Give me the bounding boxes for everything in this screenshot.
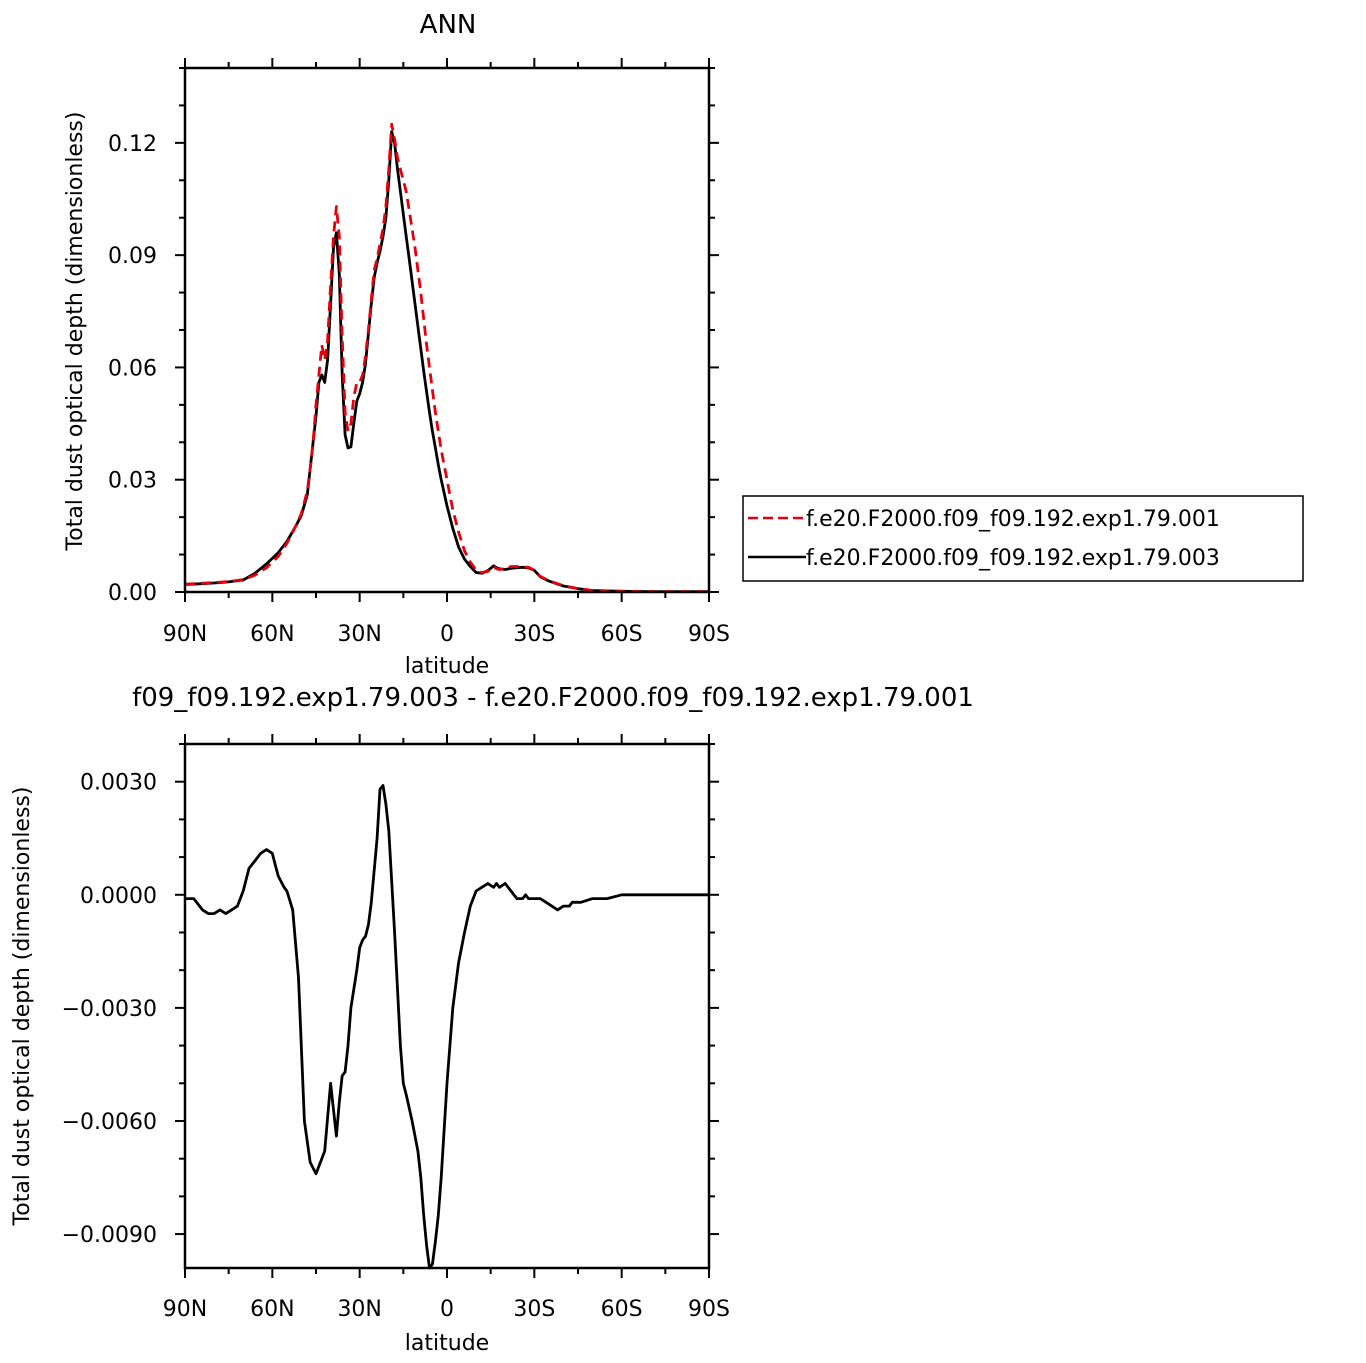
x-tick-label: 60N (250, 622, 294, 647)
bottom-plot-frame (183, 742, 711, 1270)
y-tick-label: 0.03 (108, 469, 157, 494)
x-tick-label: 0 (440, 622, 454, 647)
x-tick-label: 60S (601, 622, 643, 647)
bottom-x-axis-label: latitude (405, 1331, 489, 1356)
bottom-y-axis-label: Total dust optical depth (dimensionless) (10, 787, 35, 1227)
y-tick-label: 0.06 (108, 356, 157, 381)
x-tick-label: 60N (250, 1297, 294, 1322)
x-tick-label: 60S (601, 1297, 643, 1322)
x-tick-label: 90S (688, 622, 730, 647)
y-tick-label: 0.0000 (80, 884, 157, 909)
x-tick-label: 30N (337, 622, 381, 647)
top-x-tick-labels: 90N 60N 30N 0 30S 60S 90S (163, 622, 730, 647)
x-tick-label: 90N (163, 1297, 207, 1322)
bottom-panel: f09_f09.192.exp1.79.003 - f.e20.F2000.f0… (10, 683, 974, 1356)
bottom-axis-ticks (175, 734, 719, 1278)
x-tick-label: 30N (337, 1297, 381, 1322)
legend: f.e20.F2000.f09_f09.192.exp1.79.001 f.e2… (742, 495, 1304, 582)
legend-label-series-1: f.e20.F2000.f09_f09.192.exp1.79.001 (806, 507, 1220, 532)
legend-label-series-2: f.e20.F2000.f09_f09.192.exp1.79.003 (806, 546, 1220, 571)
bottom-chart-title: f09_f09.192.exp1.79.003 - f.e20.F2000.f0… (132, 683, 974, 713)
top-chart-title: ANN (420, 10, 477, 40)
y-tick-label: 0.00 (108, 581, 157, 606)
top-panel: ANN 90N 60N 30N 0 30S 60S 90S 0.00 0.03 … (63, 10, 1304, 679)
top-axis-ticks (175, 58, 719, 602)
y-tick-label: −0.0090 (62, 1223, 157, 1248)
top-series-layer (184, 122, 709, 593)
y-tick-label: 0.09 (108, 244, 157, 269)
y-tick-label: −0.0030 (62, 997, 157, 1022)
bottom-x-tick-labels: 90N 60N 30N 0 30S 60S 90S (163, 1297, 730, 1322)
bottom-series-layer (185, 784, 709, 1270)
top-y-tick-labels: 0.00 0.03 0.06 0.09 0.12 (108, 132, 157, 606)
y-tick-label: −0.0060 (62, 1110, 157, 1135)
bottom-y-tick-labels: 0.0030 0.0000 −0.0030 −0.0060 −0.0090 (62, 771, 157, 1248)
x-tick-label: 0 (440, 1297, 454, 1322)
x-tick-label: 90S (688, 1297, 730, 1322)
y-tick-label: 0.12 (108, 132, 157, 157)
top-plot-frame (183, 66, 711, 594)
x-tick-label: 30S (513, 1297, 555, 1322)
legend-box (742, 495, 1304, 582)
x-tick-label: 90N (163, 622, 207, 647)
series-line-1 (184, 122, 709, 593)
top-y-axis-label: Total dust optical depth (dimensionless) (63, 112, 88, 552)
x-tick-label: 30S (513, 622, 555, 647)
series-line-1 (185, 784, 709, 1270)
series-line-2 (184, 130, 709, 593)
top-x-axis-label: latitude (405, 654, 489, 679)
y-tick-label: 0.0030 (80, 771, 157, 796)
